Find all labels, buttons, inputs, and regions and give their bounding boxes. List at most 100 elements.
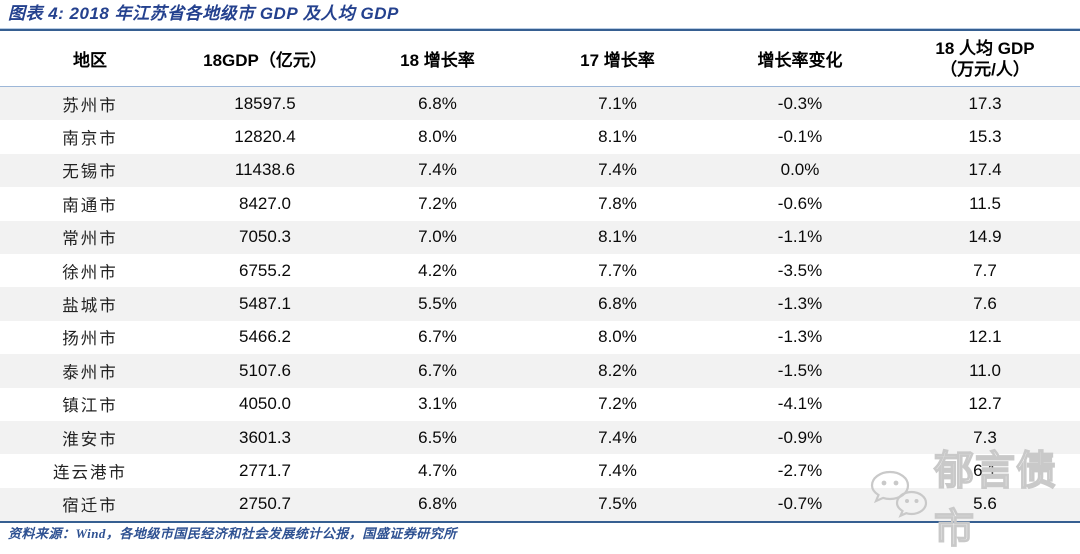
cell-region: 常州市 [62, 229, 118, 249]
cell-growth17: 6.8% [598, 294, 637, 314]
cell-gdp18: 5487.1 [239, 294, 291, 314]
cell-per-capita-gdp: 6.1 [973, 460, 997, 480]
cell-per-capita-gdp: 11.0 [969, 360, 1001, 380]
figure-title: 图表 4: 2018 年江苏省各地级市 GDP 及人均 GDP [8, 4, 399, 23]
cell-growth18: 6.8% [418, 494, 457, 514]
per-capita-header-line1: 18 人均 GDP [935, 38, 1035, 58]
bottom-rule [0, 521, 1080, 523]
cell-growth17: 7.7% [598, 260, 637, 280]
cell-growth18: 7.4% [418, 160, 457, 180]
cell-per-capita-gdp: 17.4 [968, 160, 1002, 180]
cell-region: 宿迁市 [62, 496, 118, 516]
cell-per-capita-gdp: 7.3 [973, 427, 997, 447]
cell-growth17: 8.1% [598, 127, 637, 147]
cell-growth-change: -1.1% [777, 227, 823, 247]
table-row: 泰州市 5107.6 6.7% 8.2% -1.5% 11.0 [0, 354, 1080, 388]
cell-growth17: 8.0% [598, 327, 637, 347]
cell-gdp18: 6755.2 [239, 260, 291, 280]
table-row: 扬州市 5466.2 6.7% 8.0% -1.3% 12.1 [0, 321, 1080, 354]
cell-growth17: 7.4% [598, 160, 637, 180]
cell-region: 南京市 [62, 129, 118, 149]
column-header-growth18: 18 增长率 [400, 51, 475, 70]
cell-per-capita-gdp: 12.7 [968, 394, 1002, 414]
cell-gdp18: 2750.7 [239, 494, 291, 514]
column-header-gdp18: 18GDP（亿元） [203, 51, 327, 70]
table-row: 淮安市 3601.3 6.5% 7.4% -0.9% 7.3 [0, 420, 1080, 455]
cell-gdp18: 18597.5 [234, 93, 296, 113]
cell-gdp18: 2771.7 [239, 460, 291, 480]
table-row: 徐州市 6755.2 4.2% 7.7% -3.5% 7.7 [0, 254, 1080, 287]
cell-gdp18: 5107.6 [239, 360, 291, 380]
cell-growth-change: -3.5% [777, 260, 823, 280]
table-row: 南通市 8427.0 7.2% 7.8% -0.6% 11.5 [0, 187, 1080, 220]
cell-per-capita-gdp: 7.7 [973, 260, 997, 280]
cell-growth18: 6.7% [418, 327, 457, 347]
cell-region: 徐州市 [62, 262, 118, 282]
cell-growth17: 7.2% [598, 394, 637, 414]
table-row: 盐城市 5487.1 5.5% 6.8% -1.3% 7.6 [0, 287, 1080, 321]
cell-growth17: 7.4% [598, 427, 637, 447]
cell-growth-change: -1.3% [777, 327, 823, 347]
cell-gdp18: 12820.4 [234, 127, 296, 147]
cell-region: 南通市 [62, 195, 118, 215]
cell-growth-change: -2.7% [777, 460, 823, 480]
table-row: 宿迁市 2750.7 6.8% 7.5% -0.7% 5.6 [0, 487, 1080, 522]
column-header-region: 地区 [73, 51, 107, 70]
cell-per-capita-gdp: 12.1 [968, 327, 1002, 347]
cell-growth-change: -0.1% [777, 127, 823, 147]
table-body: 苏州市 18597.5 6.8% 7.1% -0.3% 17.3 南京市 12820.4 8.0… [0, 87, 1080, 522]
cell-gdp18: 4050.0 [239, 394, 291, 414]
cell-growth18: 6.5% [418, 427, 457, 447]
header-rule [0, 86, 1080, 87]
cell-growth17: 7.1% [598, 93, 637, 113]
source-note: 资料来源：Wind，各地级市国民经济和社会发展统计公报，国盛证券研究所 [8, 526, 457, 541]
cell-region: 镇江市 [62, 396, 118, 416]
cell-per-capita-gdp: 14.9 [968, 227, 1002, 247]
cell-growth-change: -4.1% [777, 394, 823, 414]
title-rule [0, 29, 1080, 31]
cell-growth-change: -1.5% [777, 360, 823, 380]
table-header-row: 地区 18GDP（亿元） 18 增长率 17 增长率 增长率变化 18 人均 G… [0, 31, 1080, 86]
cell-growth-change: -0.9% [777, 427, 823, 447]
cell-growth17: 8.1% [598, 227, 637, 247]
cell-growth17: 7.4% [598, 460, 637, 480]
cell-region: 连云港市 [53, 462, 127, 482]
cell-region: 苏州市 [62, 95, 118, 115]
column-header-per-capita-gdp: 18 人均 GDP （万元/人） [890, 31, 1080, 86]
table-row: 南京市 12820.4 8.0% 8.1% -0.1% 15.3 [0, 120, 1080, 153]
cell-growth18: 8.0% [418, 127, 457, 147]
cell-growth-change: 0.0% [780, 160, 820, 180]
cell-gdp18: 3601.3 [239, 427, 291, 447]
cell-growth-change: -0.7% [777, 494, 823, 514]
table-row: 无锡市 11438.6 7.4% 7.4% 0.0% 17.4 [0, 153, 1080, 188]
per-capita-header-line2: （万元/人） [940, 59, 1030, 79]
cell-region: 泰州市 [62, 362, 118, 382]
cell-per-capita-gdp: 15.3 [968, 127, 1002, 147]
cell-region: 淮安市 [62, 429, 118, 449]
cell-region: 无锡市 [62, 162, 118, 182]
cell-per-capita-gdp: 7.6 [973, 294, 997, 314]
cell-growth17: 7.8% [598, 193, 637, 213]
cell-growth18: 6.8% [418, 93, 457, 113]
cell-growth18: 4.2% [418, 260, 457, 280]
cell-growth-change: -0.3% [777, 93, 823, 113]
cell-gdp18: 11438.6 [234, 160, 296, 180]
cell-growth18: 3.1% [418, 394, 457, 414]
table-row: 镇江市 4050.0 3.1% 7.2% -4.1% 12.7 [0, 388, 1080, 421]
cell-region: 盐城市 [62, 296, 118, 316]
table-row: 常州市 7050.3 7.0% 8.1% -1.1% 14.9 [0, 220, 1080, 254]
cell-per-capita-gdp: 5.6 [973, 494, 997, 514]
cell-growth18: 4.7% [418, 460, 457, 480]
cell-growth-change: -1.3% [777, 294, 823, 314]
cell-region: 扬州市 [62, 329, 118, 349]
cell-growth17: 7.5% [598, 494, 637, 514]
table-row: 苏州市 18597.5 6.8% 7.1% -0.3% 17.3 [0, 87, 1080, 121]
column-header-growth-change: 增长率变化 [757, 51, 843, 70]
cell-growth18: 5.5% [418, 294, 457, 314]
cell-gdp18: 7050.3 [239, 227, 291, 247]
cell-growth17: 8.2% [598, 360, 637, 380]
cell-gdp18: 5466.2 [239, 327, 291, 347]
cell-per-capita-gdp: 11.5 [969, 193, 1001, 213]
cell-growth18: 7.2% [418, 193, 457, 213]
